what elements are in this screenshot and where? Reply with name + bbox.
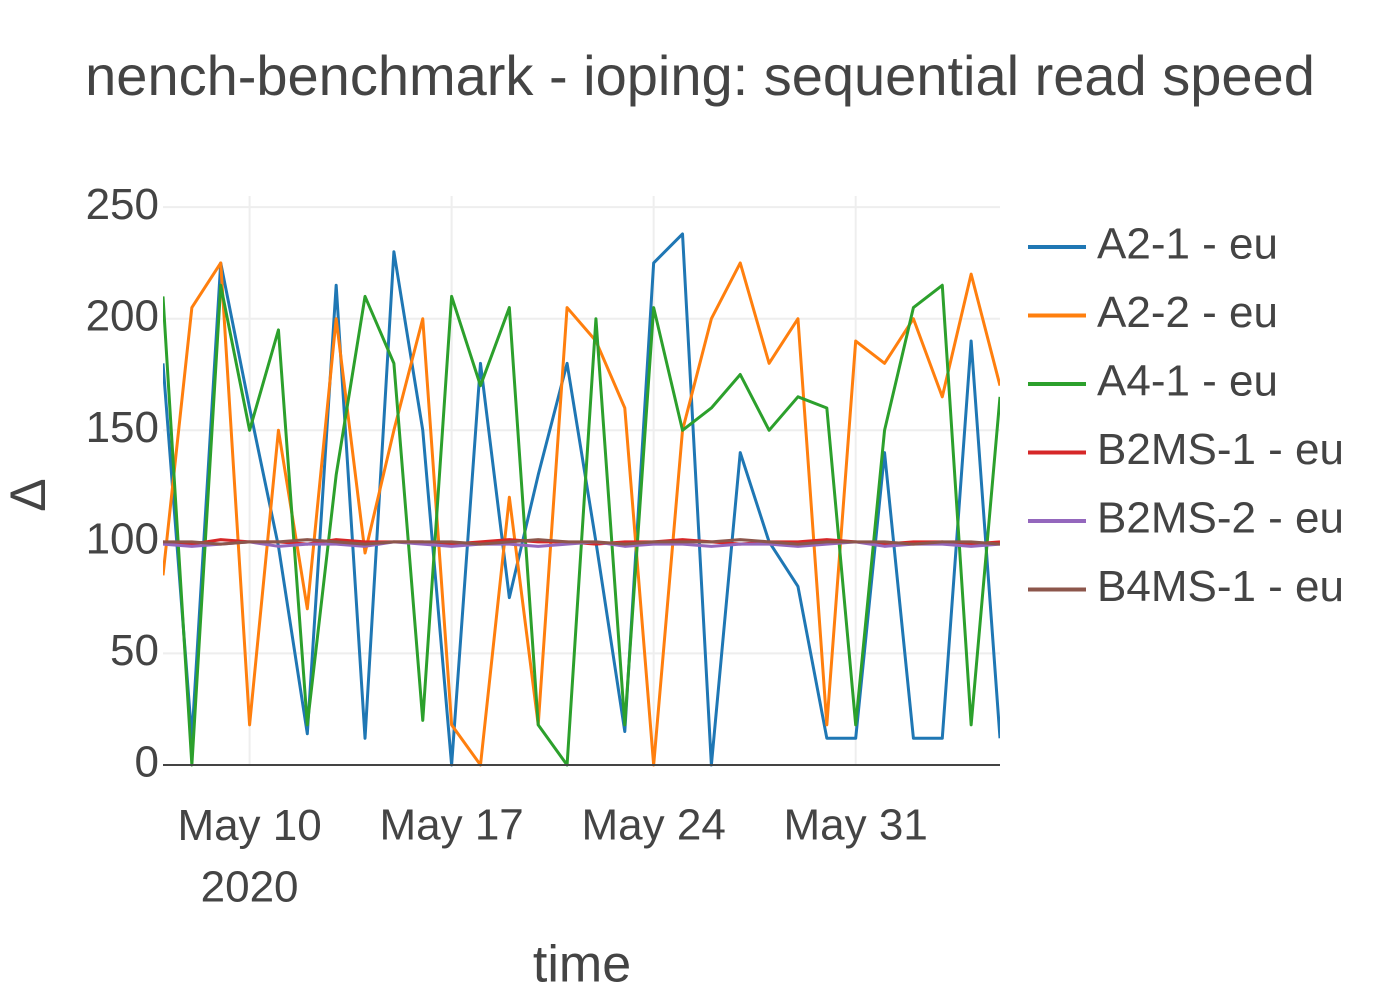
axes: 0 50 100 150 200 250 May 10 2020 May 17 May 24 May…: [86, 180, 1000, 911]
legend: A2-1 - eu A2-2 - eu A4-1 - eu B2MS-1 - eu B2…: [1028, 220, 1344, 611]
y-tick-label: 100: [86, 514, 159, 563]
legend-label: A2-1 - eu: [1097, 220, 1278, 269]
x-axis-title: time: [533, 936, 631, 994]
y-tick-label: 200: [86, 291, 159, 340]
legend-label: A2-2 - eu: [1097, 288, 1278, 337]
legend-label: B4MS-1 - eu: [1097, 562, 1344, 611]
y-tick-label: 250: [86, 180, 159, 229]
y-tick-label: 50: [110, 626, 159, 675]
y-tick-label: 150: [86, 403, 159, 452]
chart-title: nench-benchmark - ioping: sequential rea…: [85, 44, 1315, 107]
x-tick-label: May 17: [379, 801, 523, 850]
series-line: [163, 538, 1000, 546]
y-tick-label: 0: [135, 738, 159, 787]
plot-area: [163, 232, 1000, 767]
legend-label: B2MS-1 - eu: [1097, 425, 1344, 474]
legend-label: A4-1 - eu: [1097, 357, 1278, 406]
x-tick-label: May 10 2020: [177, 801, 321, 912]
x-tick-label: May 24: [582, 801, 726, 850]
series-line: [163, 261, 1000, 767]
legend-label: B2MS-2 - eu: [1097, 494, 1344, 543]
y-axis-title: Δ: [0, 478, 56, 511]
x-tick-label: May 31: [784, 801, 928, 850]
